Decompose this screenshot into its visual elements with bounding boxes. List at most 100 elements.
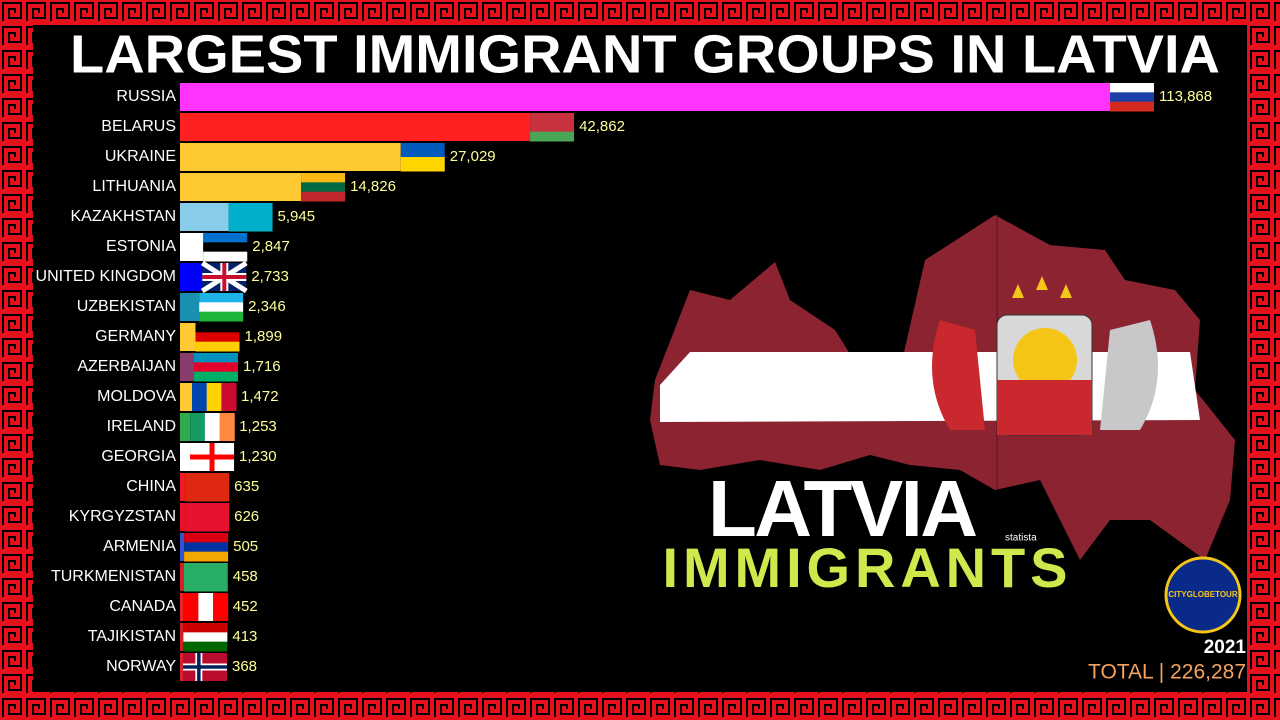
flag (530, 113, 575, 142)
flag (195, 323, 240, 352)
chart-title: LARGEST IMMIGRANT GROUPS IN LATVIA (70, 24, 1220, 84)
flag (228, 203, 273, 232)
flag-stripe (1110, 101, 1154, 112)
flag-stripe (183, 641, 228, 652)
logo: CITYGLOBETOUR (1168, 590, 1237, 599)
flag-stripe (190, 413, 206, 441)
flag-stripe (1110, 92, 1154, 103)
bar (180, 233, 204, 261)
y-tick-label: AZERBAIJAN (77, 358, 176, 375)
bar (180, 143, 401, 171)
y-tick-label: ESTONIA (106, 238, 176, 255)
bar (180, 443, 191, 471)
flag-stripe (301, 173, 346, 183)
flag (301, 173, 346, 202)
flag (203, 233, 248, 262)
flag-stripe (202, 263, 247, 291)
flag-stripe (183, 653, 228, 681)
y-tick-label: RUSSIA (116, 88, 176, 105)
value-label: 452 (233, 598, 258, 615)
value-label: 1,472 (241, 388, 279, 405)
bar (180, 323, 196, 351)
flag (185, 473, 230, 502)
flag-stripe (184, 551, 229, 562)
flag-stripe (203, 233, 248, 243)
value-label: 458 (233, 568, 258, 585)
bar (180, 563, 184, 591)
logo-circle (1164, 556, 1242, 634)
flag (192, 383, 237, 411)
flag-stripe (203, 242, 248, 253)
map-title: LATVIA (708, 464, 978, 553)
y-tick-label: KYRGYZSTAN (69, 508, 176, 525)
flag-stripe (194, 371, 239, 382)
bar (180, 353, 195, 381)
flag-stripe (183, 563, 228, 592)
flag-stripe (400, 143, 445, 158)
value-label: 1,253 (239, 418, 277, 435)
y-tick-label: LITHUANIA (92, 178, 176, 195)
flag-stripe (213, 593, 229, 621)
flag-stripe (228, 203, 273, 232)
flag (194, 353, 239, 382)
y-tick-label: UNITED KINGDOM (36, 268, 176, 285)
value-label: 1,899 (245, 328, 283, 345)
bar (180, 623, 184, 651)
flag-stripe (195, 341, 240, 352)
value-label: 27,029 (450, 148, 496, 165)
flag (1110, 83, 1154, 112)
y-tick-label: KAZAKHSTAN (71, 208, 177, 225)
flag-stripe (530, 113, 575, 123)
flag-stripe (204, 413, 221, 441)
flag (184, 533, 229, 562)
value-label: 42,862 (579, 118, 625, 135)
flag-stripe (199, 293, 244, 303)
y-tick-label: TURKMENISTAN (51, 568, 176, 585)
bar (180, 113, 531, 141)
flag-stripe (195, 332, 240, 343)
flag (190, 443, 235, 471)
flag (190, 413, 235, 441)
flag (183, 563, 228, 592)
flag-stripe (199, 311, 244, 322)
flag-stripe (190, 443, 235, 471)
value-label: 2,847 (252, 238, 290, 255)
flag-stripe (183, 593, 199, 621)
y-tick-label: GEORGIA (101, 448, 176, 465)
bar (180, 503, 186, 531)
y-tick-label: ARMENIA (103, 538, 176, 555)
flag (199, 293, 244, 322)
flag-stripe (198, 593, 214, 621)
flag-stripe (185, 473, 230, 502)
flag (400, 143, 445, 172)
flag-stripe (192, 383, 208, 411)
value-label: 14,826 (350, 178, 396, 195)
flag (200, 260, 248, 294)
flag-stripe (194, 353, 239, 363)
y-tick-label: GERMANY (95, 328, 176, 345)
flag-stripe (183, 632, 228, 643)
y-tick-label: UZBEKISTAN (77, 298, 176, 315)
value-label: 5,945 (278, 208, 316, 225)
y-tick-label: UKRAINE (105, 148, 176, 165)
year: 2021 (1204, 637, 1247, 658)
value-label: 368 (232, 658, 257, 675)
bar (180, 593, 184, 621)
bar (180, 203, 229, 231)
bar (180, 293, 200, 321)
value-label: 1,716 (243, 358, 281, 375)
flag-stripe (301, 182, 346, 193)
y-tick-label: TAJIKISTAN (88, 628, 176, 645)
bar (180, 383, 193, 411)
bar (180, 263, 203, 291)
flag-stripe (183, 623, 228, 633)
flag (183, 593, 229, 621)
flag-stripe (530, 122, 575, 133)
flag-stripe (530, 131, 575, 142)
source: statista (1005, 533, 1037, 544)
y-tick-label: NORWAY (106, 658, 176, 675)
bar (180, 173, 302, 201)
value-label: 626 (234, 508, 259, 525)
bar (180, 533, 185, 561)
value-label: 505 (233, 538, 258, 555)
